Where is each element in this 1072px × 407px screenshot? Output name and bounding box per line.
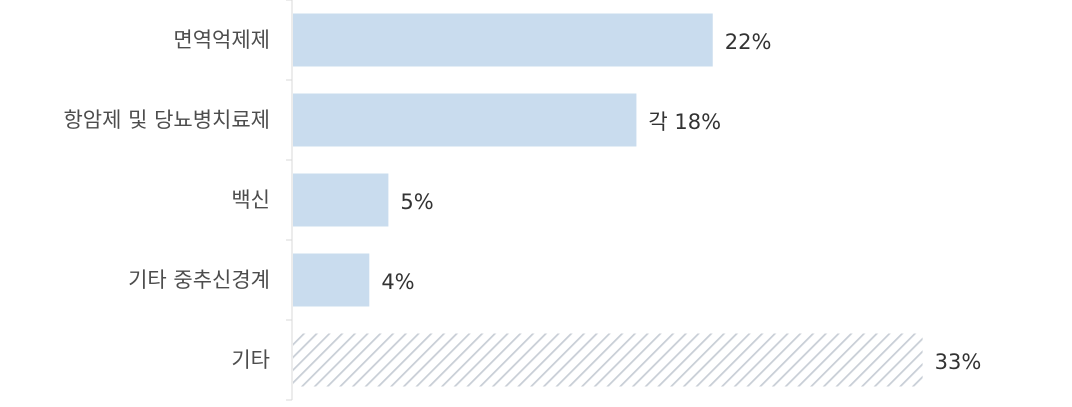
- category-label: 기타 중추신경계: [128, 268, 270, 292]
- value-label: 각 18%: [648, 110, 721, 134]
- bar-3: [293, 253, 370, 307]
- value-label: 22%: [725, 30, 772, 54]
- category-label: 항암제 및 당뇨병치료제: [63, 108, 270, 132]
- bar-1: [293, 93, 637, 147]
- value-label: 5%: [400, 190, 433, 214]
- bar-4: [293, 333, 923, 387]
- bar-2: [293, 173, 389, 227]
- bar-0: [293, 13, 713, 67]
- category-label: 기타: [231, 348, 270, 372]
- value-label: 33%: [935, 350, 982, 374]
- value-label: 4%: [381, 270, 414, 294]
- category-label: 면역억제제: [173, 28, 270, 52]
- category-label: 백신: [231, 188, 270, 212]
